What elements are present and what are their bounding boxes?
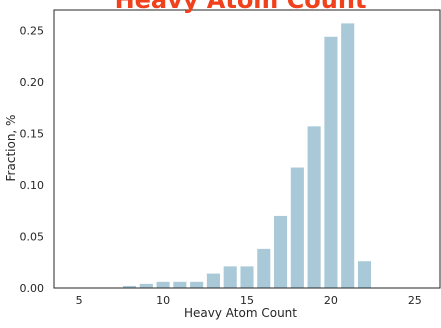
bar-20 <box>324 36 338 288</box>
bar-15 <box>240 266 254 288</box>
bar-18 <box>290 167 304 288</box>
y-tick-labels: 0.00 0.05 0.10 0.15 0.20 0.25 <box>20 25 45 295</box>
bar-12 <box>190 281 204 288</box>
y-tick-label: 0.05 <box>20 231 45 244</box>
x-tick-labels: 5 10 15 20 25 <box>76 294 422 307</box>
y-tick-label: 0.10 <box>20 179 45 192</box>
bar-11 <box>173 281 187 288</box>
chart-title: Heavy Atom Count <box>115 0 367 14</box>
bar-17 <box>274 215 288 288</box>
bar-21 <box>341 23 355 288</box>
x-tick-label: 15 <box>240 294 254 307</box>
x-tick-label: 5 <box>76 294 83 307</box>
bar-8 <box>122 285 137 288</box>
bar-16 <box>257 248 271 288</box>
bar-19 <box>307 126 321 288</box>
x-tick-label: 25 <box>408 294 422 307</box>
bar-9 <box>139 283 153 288</box>
x-tick-label: 20 <box>324 294 338 307</box>
bar-10 <box>156 281 170 288</box>
y-tick-label: 0.25 <box>20 25 45 38</box>
bars-group <box>122 23 372 288</box>
x-tick-label: 10 <box>156 294 170 307</box>
y-tick-label: 0.00 <box>20 282 45 295</box>
x-axis-label: Heavy Atom Count <box>184 306 297 320</box>
bar-14 <box>223 266 237 288</box>
bar-13 <box>206 273 220 288</box>
y-tick-label: 0.15 <box>20 128 45 141</box>
bar-22 <box>357 261 372 288</box>
y-axis-label: Fraction, % <box>4 115 18 182</box>
plot-frame <box>53 9 441 289</box>
y-tick-label: 0.20 <box>20 76 45 89</box>
